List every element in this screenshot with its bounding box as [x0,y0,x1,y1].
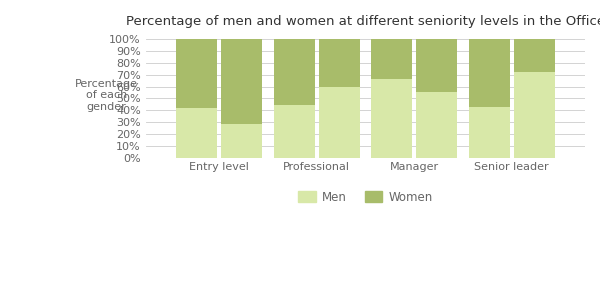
Bar [469,107,510,158]
Bar [469,39,510,107]
Bar [221,39,262,125]
Bar [176,39,217,108]
Y-axis label: Percentage
of each
gender: Percentage of each gender [75,79,138,112]
Bar [371,79,412,158]
Bar [514,39,555,72]
Bar [319,39,359,87]
Bar [371,39,412,79]
Bar [416,39,457,92]
Bar [274,39,314,105]
Bar [416,92,457,158]
Bar [319,87,359,158]
Legend: Men, Women: Men, Women [298,191,433,204]
Bar [221,125,262,158]
Title: Percentage of men and women at different seniority levels in the Office: Percentage of men and women at different… [126,15,600,28]
Bar [176,108,217,158]
Bar [514,72,555,158]
Bar [274,105,314,158]
